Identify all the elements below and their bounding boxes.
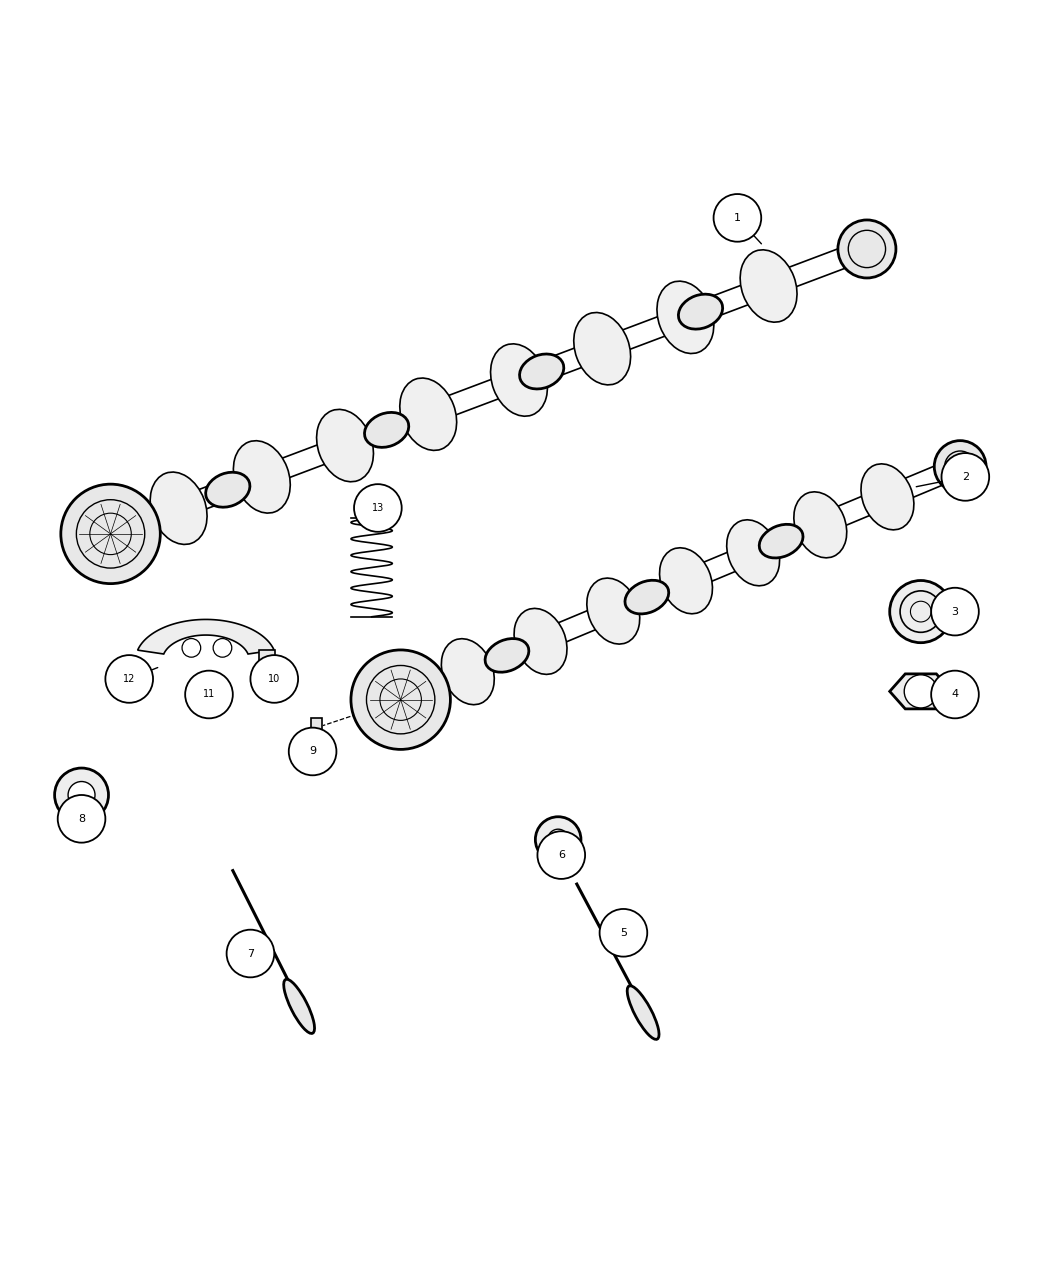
Circle shape <box>354 484 402 532</box>
Circle shape <box>61 484 161 584</box>
Ellipse shape <box>317 409 374 482</box>
Circle shape <box>942 453 989 501</box>
Ellipse shape <box>861 464 914 530</box>
Ellipse shape <box>206 472 250 507</box>
Text: 4: 4 <box>951 690 959 700</box>
Ellipse shape <box>727 520 779 585</box>
Circle shape <box>227 929 274 978</box>
Polygon shape <box>138 620 274 654</box>
Text: 5: 5 <box>620 928 627 938</box>
Circle shape <box>77 500 145 569</box>
Circle shape <box>182 639 201 657</box>
Circle shape <box>536 817 581 862</box>
Ellipse shape <box>150 472 207 544</box>
Bar <box>258 650 275 683</box>
Circle shape <box>289 728 336 775</box>
Circle shape <box>848 231 885 268</box>
Text: 12: 12 <box>123 674 135 683</box>
Circle shape <box>838 221 896 278</box>
Ellipse shape <box>657 282 714 353</box>
Circle shape <box>600 909 647 956</box>
Ellipse shape <box>284 979 315 1034</box>
Ellipse shape <box>740 250 797 323</box>
Text: 13: 13 <box>372 502 384 513</box>
Ellipse shape <box>587 578 639 644</box>
Text: 1: 1 <box>734 213 741 223</box>
Circle shape <box>931 588 979 635</box>
Ellipse shape <box>520 354 564 389</box>
Ellipse shape <box>627 986 659 1039</box>
Text: 2: 2 <box>962 472 969 482</box>
Circle shape <box>548 829 568 850</box>
Ellipse shape <box>233 441 290 513</box>
Circle shape <box>58 796 105 843</box>
Circle shape <box>380 680 421 720</box>
Ellipse shape <box>485 639 529 672</box>
Text: 7: 7 <box>247 949 254 959</box>
Circle shape <box>68 782 94 808</box>
Ellipse shape <box>514 608 567 674</box>
Text: 8: 8 <box>78 813 85 824</box>
Text: 10: 10 <box>268 674 280 683</box>
Text: 11: 11 <box>203 690 215 700</box>
Circle shape <box>714 194 761 242</box>
Circle shape <box>55 768 108 822</box>
Ellipse shape <box>794 492 846 557</box>
Circle shape <box>366 666 435 734</box>
Circle shape <box>900 590 942 632</box>
Circle shape <box>538 831 585 878</box>
Circle shape <box>904 674 938 708</box>
Circle shape <box>90 513 131 555</box>
Circle shape <box>889 580 952 643</box>
Ellipse shape <box>441 639 495 705</box>
Ellipse shape <box>659 548 713 613</box>
Circle shape <box>934 441 986 492</box>
Ellipse shape <box>678 295 722 329</box>
Ellipse shape <box>400 379 457 450</box>
Circle shape <box>251 655 298 703</box>
Circle shape <box>351 650 450 750</box>
Circle shape <box>931 671 979 718</box>
Text: 9: 9 <box>309 746 316 756</box>
Circle shape <box>213 639 232 657</box>
Bar <box>311 718 322 747</box>
Polygon shape <box>889 674 952 709</box>
Circle shape <box>910 602 931 622</box>
Ellipse shape <box>625 580 669 613</box>
Ellipse shape <box>364 412 408 448</box>
Circle shape <box>105 655 153 703</box>
Ellipse shape <box>573 312 631 385</box>
Ellipse shape <box>759 524 803 558</box>
Text: 6: 6 <box>558 850 565 861</box>
Ellipse shape <box>490 344 547 416</box>
Circle shape <box>185 671 233 718</box>
Text: 3: 3 <box>951 607 959 617</box>
Circle shape <box>945 451 975 482</box>
